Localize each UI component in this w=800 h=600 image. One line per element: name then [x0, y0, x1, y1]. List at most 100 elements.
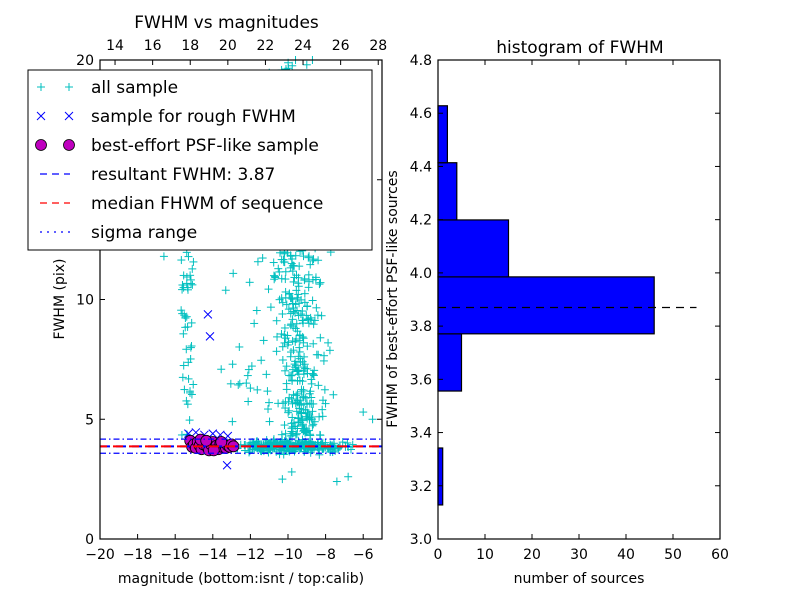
scatter-point-plus: [318, 405, 327, 414]
scatter-point-x: [205, 332, 215, 341]
x-b: [205, 332, 215, 341]
scatter-point-plus: [308, 256, 317, 265]
scatter-point-plus: [242, 379, 251, 388]
scatter-point-plus: [290, 360, 299, 369]
scatter-point-plus: [280, 338, 289, 347]
scatter-point-plus: [250, 319, 259, 328]
scatter-point-plus: [317, 311, 326, 320]
scatter-point-plus: [295, 262, 304, 271]
scatter-point-plus: [284, 440, 293, 449]
top-x-tick-label: 28: [369, 38, 387, 54]
scatter-point-plus: [302, 311, 311, 320]
scatter-point-plus: [286, 309, 295, 318]
scatter-point-plus: [263, 441, 272, 450]
scatter-point-plus: [293, 306, 302, 315]
scatter-point-plus: [299, 252, 308, 261]
scatter-point-plus: [179, 329, 188, 338]
scatter-legend: all sample sample for rough FWHM best-effo…: [27, 69, 373, 251]
scatter-point-plus: [309, 339, 318, 348]
y-tick-label: 3.8: [410, 319, 432, 335]
x-b: [208, 429, 218, 438]
scatter-point-plus: [291, 361, 300, 370]
top-x-tick-label: 18: [181, 38, 199, 54]
legend-label: sigma range: [91, 223, 197, 243]
scatter-point-plus: [273, 332, 282, 341]
histogram-bar: [437, 276, 655, 335]
scatter-point-plus: [314, 381, 323, 390]
scatter-point-plus: [280, 323, 289, 332]
scatter-point-plus: [308, 421, 317, 430]
scatter-point-plus: [299, 405, 308, 414]
legend-entry: best-effort PSF-like sample: [35, 136, 319, 156]
scatter-point-plus: [312, 303, 321, 312]
scatter-point-plus: [292, 286, 301, 295]
scatter-point-plus: [178, 309, 187, 318]
scatter-point-plus: [297, 401, 306, 410]
scatter-point-plus: [309, 370, 318, 379]
scatter-point-plus: [245, 448, 254, 457]
scatter-point-plus: [359, 408, 368, 417]
scatter-point-plus: [283, 331, 292, 340]
scatter-point-plus: [281, 287, 290, 296]
scatter-point-plus: [284, 397, 293, 406]
scatter-point-plus: [182, 345, 191, 354]
scatter-point-plus: [315, 280, 324, 289]
x-tick-label: −10: [273, 547, 303, 563]
scatter-point-plus: [286, 263, 295, 272]
x-tick-label: −12: [236, 547, 266, 563]
top-x-tick-label: 22: [257, 38, 275, 54]
y-tick-label: 4.4: [410, 159, 432, 175]
scatter-point-plus: [288, 429, 297, 438]
legend-label: sample for rough FWHM: [91, 107, 296, 127]
scatter-point-plus: [179, 361, 188, 370]
x-tick-label: −18: [123, 547, 153, 563]
scatter-point-plus: [272, 347, 281, 356]
scatter-point-plus: [309, 420, 318, 429]
scatter-point-plus: [305, 277, 314, 286]
scatter-point-plus: [183, 322, 192, 331]
scatter-point-plus: [278, 475, 287, 484]
scatter-point-plus: [299, 366, 308, 375]
scatter-point-plus: [268, 443, 277, 452]
scatter-point-plus: [338, 438, 347, 447]
histogram-y-axis: 3.0 3.2 3.4 3.6 3.8 4.0 4.2 4.4 4.6 4.8: [410, 53, 720, 548]
scatter-point-plus: [275, 450, 284, 459]
y-tick-label: 3.4: [410, 426, 432, 442]
scatter-point-plus: [240, 440, 249, 449]
scatter-x-axis-bottom: −20 −18 −16 −14 −12 −10 −8 −6: [85, 534, 374, 563]
histogram-bars: [437, 105, 655, 506]
scatter-point-plus: [305, 389, 314, 398]
scatter-point-plus: [265, 398, 274, 407]
histogram-title: histogram of FWHM: [496, 38, 663, 58]
scatter-point-plus: [280, 249, 289, 258]
legend-entry: all sample: [37, 78, 178, 98]
scatter-point-plus: [296, 310, 305, 319]
scatter-point-plus: [187, 318, 196, 327]
scatter-point-plus: [312, 350, 321, 359]
scatter-point-plus: [228, 360, 237, 369]
scatter-point-plus: [288, 267, 297, 276]
scatter-point-plus: [348, 440, 357, 449]
scatter-point-plus: [315, 430, 324, 439]
scatter-point-plus: [278, 342, 287, 351]
scatter-point-plus: [249, 440, 258, 449]
scatter-point-plus: [228, 417, 237, 426]
scatter-point-plus: [257, 356, 266, 365]
scatter-point-plus: [305, 399, 314, 408]
scatter-x-label: magnitude (bottom:isnt / top:calib): [118, 571, 364, 587]
scatter-point-plus: [292, 271, 301, 280]
scatter-point-plus: [182, 312, 191, 321]
y-tick-label: 10: [76, 293, 94, 309]
scatter-point-plus: [188, 264, 197, 273]
histogram-x-label: number of sources: [514, 571, 645, 587]
scatter-point-plus: [294, 290, 303, 299]
scatter-point-plus: [304, 253, 313, 262]
scatter-point-plus: [288, 376, 297, 385]
scatter-point-plus: [291, 399, 300, 408]
y-tick-label: 5: [85, 412, 94, 428]
scatter-point-plus: [280, 258, 289, 267]
scatter-point-plus: [274, 264, 283, 273]
legend-label: resultant FWHM: 3.87: [91, 165, 275, 185]
scatter-point-circle: [200, 434, 213, 447]
